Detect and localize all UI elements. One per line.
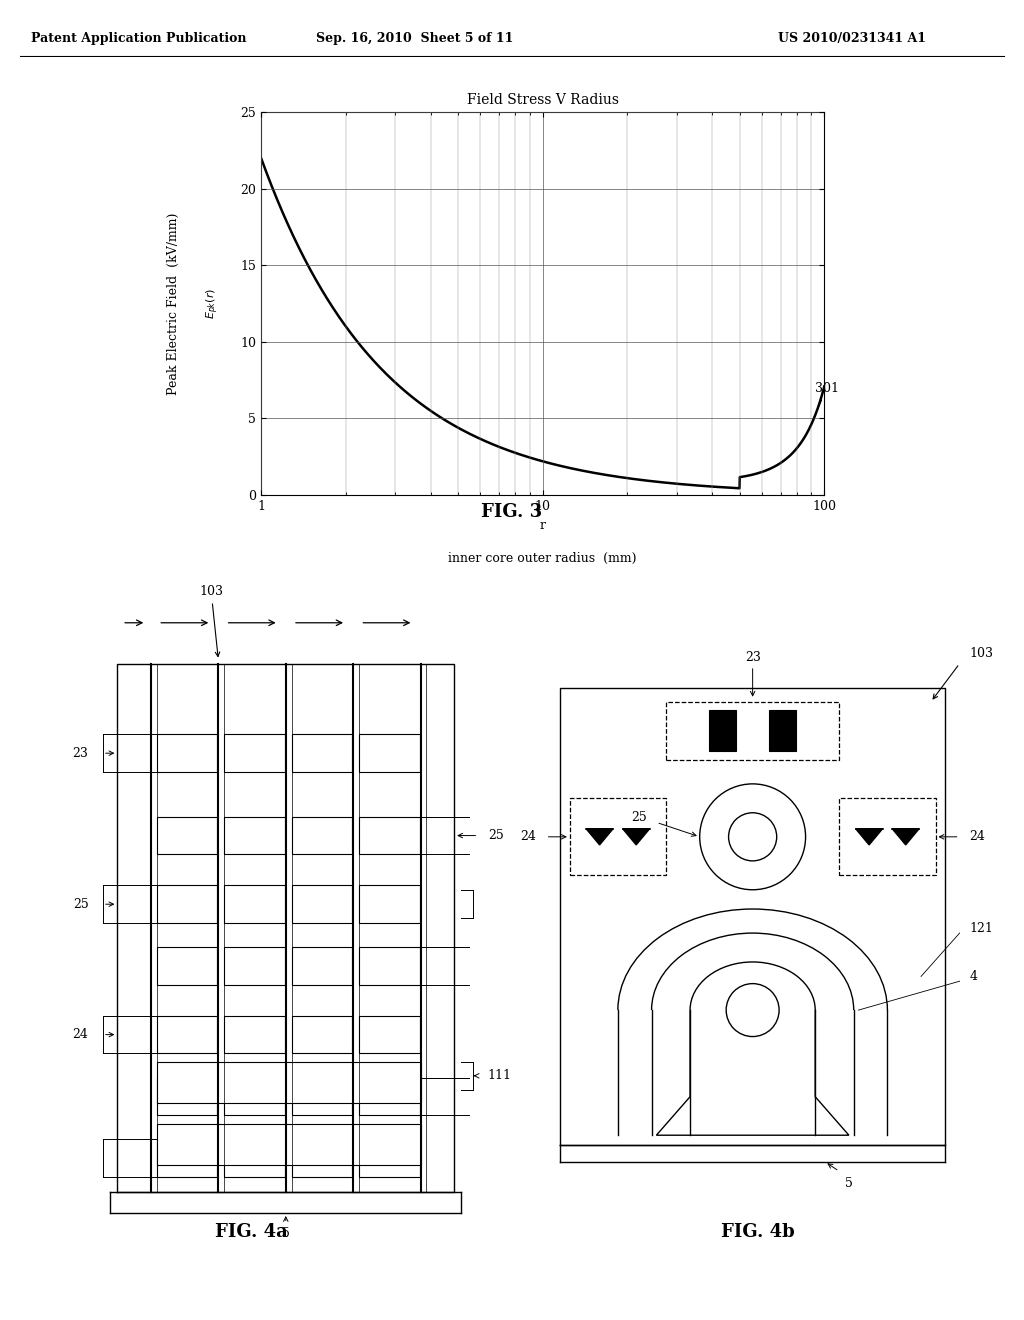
Bar	[710, 710, 736, 751]
Text: FIG. 4a: FIG. 4a	[214, 1222, 288, 1241]
Bar	[840, 799, 936, 875]
Bar	[157, 1077, 217, 1115]
Bar	[157, 886, 217, 923]
Bar	[359, 817, 420, 854]
Text: US 2010/0231341 A1: US 2010/0231341 A1	[778, 32, 927, 45]
Bar	[359, 1077, 420, 1115]
Text: 25: 25	[488, 829, 504, 842]
Text: Peak Electric Field  (kV/mm): Peak Electric Field (kV/mm)	[167, 213, 180, 395]
Text: 103: 103	[969, 647, 993, 660]
Text: 24: 24	[73, 1028, 88, 1041]
Bar	[292, 817, 352, 854]
Text: r: r	[540, 520, 546, 532]
Text: 25: 25	[631, 810, 647, 824]
Bar	[157, 817, 217, 854]
Bar	[157, 1123, 421, 1166]
Bar	[224, 1139, 285, 1177]
Bar	[769, 710, 796, 751]
Bar	[292, 1077, 352, 1115]
Bar	[359, 1139, 420, 1177]
Text: 111: 111	[488, 1069, 512, 1082]
Bar	[359, 1016, 420, 1053]
Bar	[157, 1063, 421, 1104]
Title: Field Stress V Radius: Field Stress V Radius	[467, 92, 618, 107]
Bar	[157, 1016, 217, 1053]
Text: 5: 5	[845, 1177, 853, 1189]
Bar	[157, 1139, 217, 1177]
Bar	[292, 734, 352, 772]
Text: 5: 5	[282, 1228, 290, 1239]
Bar	[224, 1016, 285, 1053]
Polygon shape	[623, 829, 649, 845]
Bar	[569, 799, 666, 875]
Text: 24: 24	[969, 830, 985, 843]
Bar	[224, 886, 285, 923]
Polygon shape	[586, 829, 613, 845]
Text: Patent Application Publication: Patent Application Publication	[31, 32, 246, 45]
Polygon shape	[892, 829, 920, 845]
Text: FIG. 4b: FIG. 4b	[721, 1222, 795, 1241]
Bar	[157, 948, 217, 985]
Text: 4: 4	[969, 970, 977, 983]
Bar	[359, 734, 420, 772]
Bar	[224, 1077, 285, 1115]
Bar	[224, 817, 285, 854]
Text: $E_{pk}(r)$: $E_{pk}(r)$	[205, 288, 221, 319]
Bar	[359, 948, 420, 985]
Bar	[666, 702, 840, 760]
Text: 301: 301	[810, 381, 839, 428]
Text: 121: 121	[969, 921, 993, 935]
Text: Sep. 16, 2010  Sheet 5 of 11: Sep. 16, 2010 Sheet 5 of 11	[316, 32, 513, 45]
Bar	[224, 734, 285, 772]
Bar	[292, 1139, 352, 1177]
Text: 25: 25	[73, 898, 88, 911]
Text: 24: 24	[520, 830, 537, 843]
Text: FIG. 3: FIG. 3	[481, 503, 543, 521]
Bar	[292, 948, 352, 985]
Text: 103: 103	[199, 585, 223, 656]
Text: 23: 23	[73, 747, 88, 760]
Bar	[292, 886, 352, 923]
Bar	[157, 734, 217, 772]
Bar	[359, 886, 420, 923]
Bar	[292, 1016, 352, 1053]
Bar	[224, 948, 285, 985]
Polygon shape	[856, 829, 883, 845]
Text: inner core outer radius  (mm): inner core outer radius (mm)	[449, 552, 637, 565]
Text: 23: 23	[744, 651, 761, 664]
